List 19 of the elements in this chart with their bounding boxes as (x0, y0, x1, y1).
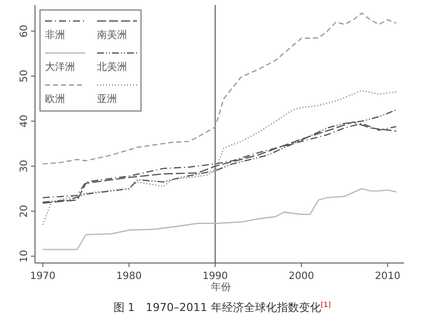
y-tick-label: 40 (19, 114, 30, 128)
x-tick-label: 2010 (374, 271, 400, 282)
y-tick-label: 30 (19, 160, 30, 173)
legend-label: 亚洲 (97, 93, 117, 105)
y-tick-label: 60 (19, 24, 30, 38)
y-tick-label: 10 (19, 250, 30, 263)
legend-label: 大洋洲 (45, 61, 75, 73)
x-axis-title: 年份 (211, 281, 232, 293)
y-tick-label: 50 (19, 70, 30, 83)
x-tick-label: 1990 (202, 271, 228, 282)
legend-label: 南美洲 (97, 29, 127, 41)
x-tick-label: 1970 (30, 271, 56, 282)
legend-label: 欧洲 (45, 93, 65, 105)
legend-label: 北美洲 (97, 61, 127, 73)
legend-label: 非洲 (45, 29, 65, 41)
y-tick-label: 20 (19, 204, 30, 218)
x-tick-label: 1980 (116, 271, 142, 282)
x-tick-label: 2000 (288, 271, 314, 282)
text: 图 1 1970–2011 年经济全球化指数变化$^{[1]}$ (113, 301, 331, 314)
